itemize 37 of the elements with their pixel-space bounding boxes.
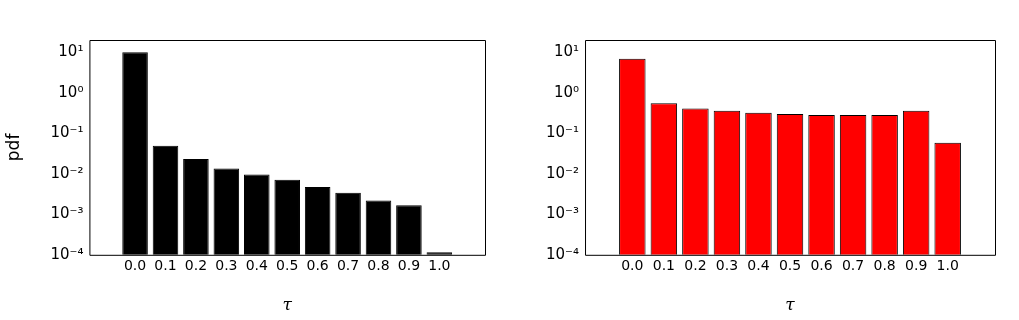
y-tick-label: 10⁻³ bbox=[50, 204, 84, 223]
y-tick-label: 10⁻² bbox=[50, 163, 84, 182]
x-axis-title: τ bbox=[282, 294, 293, 315]
x-tick-label: 1.0 bbox=[936, 256, 959, 273]
x-tick-label: 0.7 bbox=[841, 256, 865, 273]
x-axis-title: τ bbox=[785, 294, 796, 315]
x-tick-label: 0.7 bbox=[336, 256, 360, 273]
y-tick-label: 10⁰ bbox=[58, 82, 84, 101]
x-tick-label: 0.1 bbox=[154, 256, 177, 273]
x-tick-label: 0.8 bbox=[367, 256, 390, 273]
y-tick-label: 10⁻¹ bbox=[50, 123, 84, 142]
y-tick-label: 10⁻² bbox=[545, 163, 580, 182]
y-tick-label: 10¹ bbox=[58, 42, 84, 61]
y-tick-label: 10⁻⁴ bbox=[545, 244, 580, 263]
x-tick-label: 0.9 bbox=[905, 256, 928, 273]
x-tick-label: 0.3 bbox=[715, 256, 739, 273]
y-tick-label: 10⁻⁴ bbox=[50, 244, 84, 263]
y-tick-label: 10⁻¹ bbox=[545, 123, 580, 142]
x-tick-label: 0.9 bbox=[397, 256, 421, 273]
x-tick-label: 0.4 bbox=[747, 256, 770, 273]
x-tick-label: 0.8 bbox=[873, 256, 896, 273]
x-tick-label: 0.6 bbox=[810, 256, 833, 273]
x-tick-label: 0.5 bbox=[778, 256, 802, 273]
x-tick-label: 1.0 bbox=[428, 256, 451, 273]
x-tick-label: 0.4 bbox=[245, 256, 268, 273]
y-tick-label: 10⁻³ bbox=[545, 204, 580, 223]
x-tick-label: 0.1 bbox=[652, 256, 675, 273]
y-tick-label: 10⁰ bbox=[553, 82, 580, 101]
x-tick-label: 0.2 bbox=[684, 256, 707, 273]
x-tick-label: 0.3 bbox=[215, 256, 238, 273]
x-tick-label: 0.5 bbox=[276, 256, 299, 273]
x-tick-label: 0.2 bbox=[184, 256, 208, 273]
x-tick-label: 0.0 bbox=[123, 256, 147, 273]
y-axis-title: pdf bbox=[2, 132, 23, 162]
x-tick-label: 0.0 bbox=[621, 256, 644, 273]
y-tick-label: 10¹ bbox=[553, 42, 580, 61]
x-tick-label: 0.6 bbox=[306, 256, 329, 273]
